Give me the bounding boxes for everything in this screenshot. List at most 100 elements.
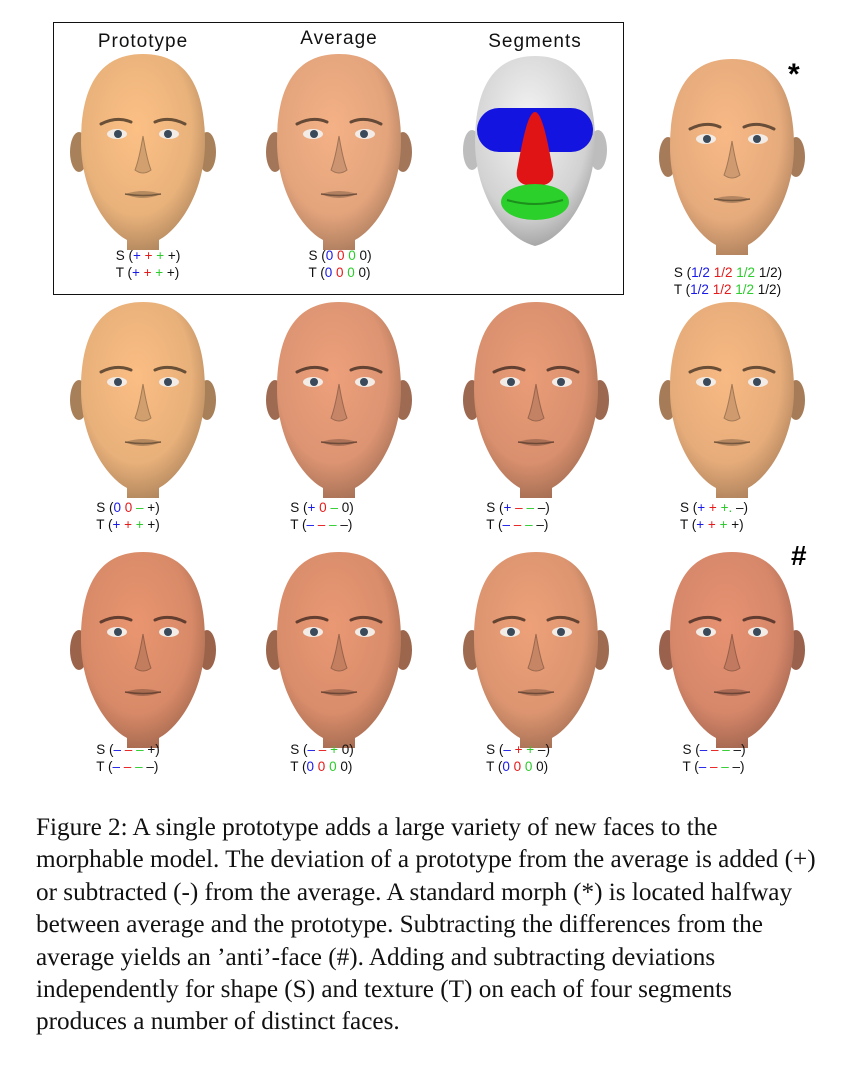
standard-morph-mark: *	[788, 58, 800, 91]
shape-code: S (1/2 1/2 1/2 1/2)	[673, 265, 783, 280]
code-r2c3: S (+ – – –) T (– – – –)	[486, 499, 550, 533]
shape-code: S (– – + 0)	[290, 742, 354, 757]
shape-code: S (+ + + +)	[115, 248, 181, 263]
segment-code-value: 1/2	[735, 282, 755, 297]
segment-code-value: –	[307, 742, 316, 757]
segment-code-value: +	[731, 517, 740, 532]
segment-code-value: +	[696, 517, 705, 532]
segment-code-value: –	[330, 500, 338, 515]
segment-code-value: –	[503, 742, 511, 757]
segment-code-value: 1/2	[757, 282, 777, 297]
texture-code: T (1/2 1/2 1/2 1/2)	[673, 282, 782, 297]
segments-head-illustration	[455, 50, 615, 260]
texture-code: T (– – – –)	[486, 517, 549, 532]
segment-code-value: –	[515, 500, 523, 515]
segment-code-value: +	[131, 265, 140, 280]
segment-code-value: –	[537, 500, 546, 515]
segment-code-value: +	[124, 517, 132, 532]
segment-code-value: 0	[524, 759, 533, 774]
shape-code: S (– + + –)	[486, 742, 550, 757]
face-r3c2	[259, 548, 419, 748]
segment-code-value: +	[307, 500, 316, 515]
segment-code-value: –	[113, 742, 122, 757]
segment-code-value: –	[112, 759, 121, 774]
segment-code-value: +	[503, 500, 512, 515]
segment-code-value: –	[525, 517, 533, 532]
face-anti-face	[652, 548, 812, 748]
segment-code-value: +	[697, 500, 706, 515]
texture-code: T (+ + + +)	[680, 517, 744, 532]
segment-code-value: 0	[359, 248, 368, 263]
segment-code-value: 1/2	[712, 282, 732, 297]
segment-code-value: 0	[317, 759, 326, 774]
face-r2c4	[652, 298, 812, 498]
segment-code-value: +	[147, 500, 156, 515]
panel-title-prototype: Prototype	[97, 31, 189, 52]
segment-code-value: –	[146, 759, 154, 774]
segment-code-value: +	[707, 517, 716, 532]
segment-code-value: –	[306, 517, 315, 532]
segment-code-value: +	[132, 248, 141, 263]
shape-code: S (0 0 – +)	[96, 500, 160, 515]
segment-code-value: –	[124, 742, 133, 757]
segment-code-value: –	[699, 742, 708, 757]
segment-code-value: 0	[335, 265, 344, 280]
shape-code: S (+ + +. –)	[680, 500, 748, 515]
face-r2c1	[63, 298, 223, 498]
segment-code-value: +	[135, 517, 144, 532]
code-average: S (0 0 0 0) T (0 0 0 0)	[308, 247, 371, 281]
segment-code-value: 1/2	[691, 265, 710, 280]
segment-code-value: 0	[513, 759, 522, 774]
segment-code-value: –	[536, 517, 544, 532]
segment-code-value: +	[155, 265, 164, 280]
segment-code-value: 0	[502, 759, 510, 774]
segment-code-value: –	[318, 742, 327, 757]
figure-caption: Figure 2: A single prototype adds a larg…	[36, 814, 816, 1036]
segment-code-value: 0	[341, 742, 350, 757]
segment-code-value: +	[514, 742, 523, 757]
segment-code-value: 0	[319, 500, 327, 515]
segment-nose	[516, 112, 554, 186]
segment-code-value: 0	[348, 248, 356, 263]
texture-code: T (+ + + +)	[115, 265, 180, 280]
code-anti-face: S (– – – –) T (– – – –)	[682, 741, 745, 775]
code-r3c2: S (– – + 0) T (0 0 0 0)	[290, 741, 354, 775]
segment-code-value: 0	[306, 759, 315, 774]
face-r2c3	[456, 298, 616, 498]
segment-code-value: +	[719, 517, 728, 532]
segment-code-value: +	[526, 742, 535, 757]
panel-title-segments: Segments	[488, 31, 582, 52]
segment-code-value: –	[721, 759, 729, 774]
segment-code-value: 0	[336, 248, 345, 263]
segment-code-value: 0	[340, 759, 348, 774]
segment-code-value: +	[166, 265, 175, 280]
texture-code: T (– – – –)	[682, 759, 745, 774]
segment-code-value: –	[123, 759, 132, 774]
segment-code-value: 1/2	[758, 265, 778, 280]
segment-code-value: –	[136, 500, 144, 515]
segment-code-value: –	[329, 517, 337, 532]
segment-code-value: –	[735, 500, 744, 515]
code-r2c2: S (+ 0 – 0) T (– – – –)	[290, 499, 354, 533]
segment-code-value: +	[112, 517, 121, 532]
anti-face-mark: #	[791, 540, 807, 571]
shape-code: S (+ – – –)	[486, 500, 550, 515]
face-r3c3	[456, 548, 616, 748]
face-average	[259, 50, 419, 250]
texture-code: T (0 0 0 0)	[486, 759, 549, 774]
shape-code: S (– – – +)	[96, 742, 160, 757]
segment-code-value: –	[732, 759, 741, 774]
texture-code: T (– – – –)	[96, 759, 159, 774]
segment-code-value: +	[708, 500, 717, 515]
face-r2c2	[259, 298, 419, 498]
segment-mouth	[501, 184, 569, 220]
segment-code-value: –	[135, 759, 143, 774]
segment-code-value: +	[330, 742, 338, 757]
code-prototype: S (+ + + +) T (+ + + +)	[116, 247, 181, 281]
segment-code-value: –	[136, 742, 144, 757]
segment-code-value: 0	[347, 265, 355, 280]
segment-code-value: –	[317, 517, 326, 532]
segment-code-value: 0	[329, 759, 337, 774]
segment-code-value: –	[733, 742, 742, 757]
segment-code-value: 1/2	[736, 265, 756, 280]
